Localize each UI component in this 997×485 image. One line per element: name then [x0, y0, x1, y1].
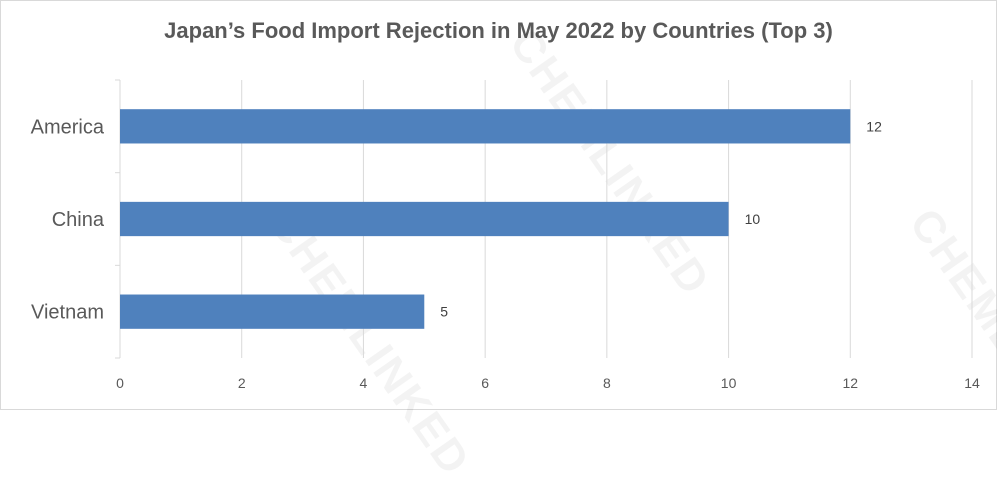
x-tick-label: 6	[481, 375, 489, 391]
bar-vietnam	[120, 294, 425, 329]
data-label: 10	[745, 211, 761, 227]
x-tick-label: 4	[360, 375, 368, 391]
category-label: Vietnam	[31, 302, 104, 324]
bar-chart: 0 2 4 6 8 10 12 14 America 12 China 10 Vietnam 5	[31, 79, 980, 391]
bar-america	[120, 109, 851, 144]
x-tick-label: 10	[721, 375, 737, 391]
x-tick-label: 14	[964, 375, 980, 391]
x-tick-label: 8	[603, 375, 611, 391]
chart-title: Japan’s Food Import Rejection in May 202…	[164, 18, 833, 43]
category-label: America	[31, 116, 105, 138]
bar-china	[120, 201, 729, 237]
data-label: 5	[440, 304, 448, 320]
x-tick-label: 0	[116, 375, 124, 391]
category-label: China	[52, 209, 105, 231]
data-label: 12	[866, 118, 882, 134]
x-tick-label: 12	[842, 375, 858, 391]
x-tick-label: 2	[238, 375, 246, 391]
